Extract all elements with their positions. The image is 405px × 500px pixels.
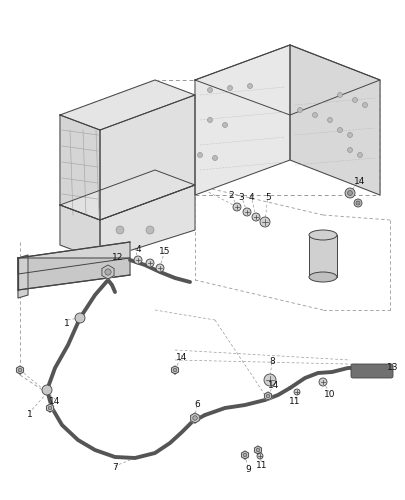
Ellipse shape [308,230,336,240]
Polygon shape [190,413,199,423]
Circle shape [232,203,241,211]
Text: 5: 5 [264,192,270,202]
Polygon shape [18,258,130,290]
Polygon shape [100,95,194,220]
Text: 6: 6 [194,400,199,409]
Circle shape [247,84,252,88]
Text: 14: 14 [354,178,365,186]
Polygon shape [254,446,261,454]
FancyBboxPatch shape [308,235,336,277]
Circle shape [263,374,275,386]
Polygon shape [17,366,23,374]
Circle shape [222,122,227,128]
Circle shape [104,269,111,275]
Polygon shape [289,45,379,195]
Circle shape [353,199,361,207]
Circle shape [352,98,357,102]
Polygon shape [264,392,271,400]
Circle shape [134,256,142,264]
Circle shape [207,118,212,122]
Circle shape [256,448,259,452]
Text: 15: 15 [159,248,171,256]
Polygon shape [47,404,53,412]
Polygon shape [102,265,114,279]
Polygon shape [194,45,379,115]
Circle shape [337,128,342,132]
Circle shape [256,453,262,459]
Circle shape [266,394,269,398]
Text: 14: 14 [176,354,187,362]
FancyBboxPatch shape [350,364,392,378]
Polygon shape [60,80,194,130]
Circle shape [297,108,302,112]
Circle shape [347,190,352,196]
Circle shape [207,88,212,92]
Circle shape [75,313,85,323]
Text: 9: 9 [245,466,250,474]
Text: 1: 1 [27,410,33,420]
Text: 4: 4 [135,246,141,254]
Circle shape [344,188,354,198]
Circle shape [357,152,362,158]
Circle shape [173,368,176,372]
Text: 14: 14 [268,382,279,390]
Polygon shape [171,366,178,374]
Polygon shape [18,255,28,298]
Circle shape [293,389,299,395]
Text: 3: 3 [238,194,243,202]
Circle shape [146,226,153,234]
Circle shape [116,226,124,234]
Text: 4: 4 [247,194,253,202]
Text: 10: 10 [324,390,335,400]
Text: 13: 13 [386,364,398,372]
Circle shape [362,102,367,108]
Text: 1: 1 [64,318,70,328]
Circle shape [259,217,269,227]
Text: 11: 11 [256,462,267,470]
Circle shape [347,132,352,138]
Text: 12: 12 [112,254,124,262]
Circle shape [42,385,52,395]
Circle shape [312,112,317,117]
Polygon shape [194,45,289,195]
Circle shape [146,259,153,267]
Circle shape [243,453,246,457]
Text: 8: 8 [269,358,274,366]
Circle shape [48,406,52,410]
Polygon shape [18,242,130,274]
Text: 7: 7 [112,464,117,472]
Circle shape [212,156,217,160]
Circle shape [18,368,22,372]
Circle shape [192,416,197,420]
Polygon shape [60,115,100,220]
Polygon shape [60,170,194,220]
Ellipse shape [308,272,336,282]
Circle shape [156,264,164,272]
Circle shape [227,86,232,90]
Circle shape [337,92,342,98]
Polygon shape [100,185,194,260]
Text: 11: 11 [288,398,300,406]
Text: 2: 2 [228,192,233,200]
Circle shape [197,152,202,158]
Circle shape [355,201,359,205]
Text: 14: 14 [49,398,60,406]
Polygon shape [241,451,248,459]
Circle shape [252,213,259,221]
Circle shape [318,378,326,386]
Circle shape [347,148,352,152]
Polygon shape [60,205,100,260]
Circle shape [327,118,332,122]
Circle shape [243,208,250,216]
